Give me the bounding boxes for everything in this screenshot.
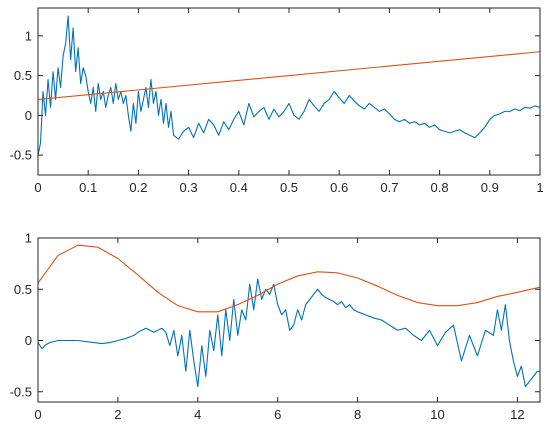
top-panel: 0 0.1 0.2 0.3 0.4 0.5 0.6 0.7 0.8 0.9 1 -0.5 0 0.5 1 bbox=[10, 7, 544, 195]
axes-frame bbox=[37, 7, 541, 176]
x-tick-label: 0 bbox=[34, 407, 41, 422]
axes-frame bbox=[37, 237, 541, 403]
orange-series-line bbox=[38, 51, 540, 100]
x-tick-label: 0.4 bbox=[230, 180, 248, 195]
blue-series-line bbox=[38, 278, 540, 388]
x-tick-label: 6 bbox=[274, 407, 281, 422]
x-tick-label: 0.9 bbox=[481, 180, 499, 195]
y-tick-label: 0 bbox=[25, 333, 32, 348]
x-tick-label: 0.7 bbox=[380, 180, 398, 195]
y-tick-label: -0.5 bbox=[10, 384, 32, 399]
x-tick-label: 0.1 bbox=[79, 180, 97, 195]
y-tick-label: 1 bbox=[25, 28, 32, 43]
x-tick-label: 0.8 bbox=[431, 180, 449, 195]
x-tick-label: 0.6 bbox=[330, 180, 348, 195]
y-tick-label: 0 bbox=[25, 108, 32, 123]
x-tick-label: 0 bbox=[34, 180, 41, 195]
x-tick-label: 8 bbox=[354, 407, 361, 422]
x-tick-label: 4 bbox=[194, 407, 201, 422]
bottom-panel: 0 2 4 6 8 10 12-0.500.51 bbox=[10, 231, 541, 422]
y-tick-label: 1 bbox=[25, 231, 32, 246]
x-tick-label: 1 bbox=[536, 180, 543, 195]
y-tick-label: 0.5 bbox=[14, 282, 32, 297]
y-tick-label: -0.5 bbox=[10, 148, 32, 163]
x-tick-label: 2 bbox=[114, 407, 121, 422]
x-tick-label: 0.2 bbox=[129, 180, 147, 195]
x-tick-label: 12 bbox=[510, 407, 524, 422]
y-tick-label: 0.5 bbox=[14, 68, 32, 83]
series-group bbox=[38, 244, 540, 388]
x-tick-label: 0.3 bbox=[180, 180, 198, 195]
blue-series-line bbox=[38, 15, 540, 156]
x-tick-label: 10 bbox=[430, 407, 444, 422]
series-group bbox=[38, 15, 540, 156]
orange-series-line bbox=[38, 244, 540, 313]
x-tick-label: 0.5 bbox=[280, 180, 298, 195]
